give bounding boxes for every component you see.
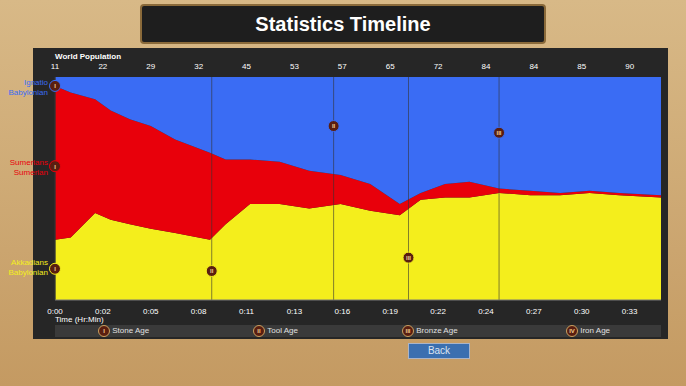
svg-text:84: 84 bbox=[529, 62, 538, 71]
svg-text:84: 84 bbox=[482, 62, 491, 71]
svg-text:0:19: 0:19 bbox=[382, 307, 398, 316]
svg-text:0:24: 0:24 bbox=[478, 307, 494, 316]
svg-text:II: II bbox=[257, 328, 261, 334]
html-text:World Population: World Population bbox=[55, 52, 122, 61]
svg-text:53: 53 bbox=[290, 62, 299, 71]
html-text:Ignatio: Ignatio bbox=[24, 78, 48, 87]
svg-text:I: I bbox=[54, 83, 56, 89]
html-text:Back: Back bbox=[427, 345, 451, 356]
html-text:Sumerian: Sumerian bbox=[13, 168, 48, 177]
svg-text:IV: IV bbox=[569, 328, 575, 334]
svg-text:0:27: 0:27 bbox=[526, 307, 542, 316]
svg-text:0:33: 0:33 bbox=[622, 307, 638, 316]
svg-text:0:13: 0:13 bbox=[287, 307, 303, 316]
svg-text:0:08: 0:08 bbox=[191, 307, 207, 316]
svg-text:0:11: 0:11 bbox=[239, 307, 255, 316]
html-text:Time (Hr:Min): Time (Hr:Min) bbox=[55, 315, 104, 324]
svg-text:I: I bbox=[54, 164, 56, 170]
svg-text:85: 85 bbox=[577, 62, 586, 71]
svg-text:0:02: 0:02 bbox=[95, 307, 111, 316]
svg-text:I: I bbox=[103, 328, 105, 334]
svg-text:90: 90 bbox=[625, 62, 634, 71]
svg-text:II: II bbox=[210, 268, 214, 274]
svg-text:72: 72 bbox=[434, 62, 443, 71]
svg-text:0:16: 0:16 bbox=[335, 307, 351, 316]
svg-text:III: III bbox=[497, 130, 502, 136]
svg-text:57: 57 bbox=[338, 62, 347, 71]
svg-text:32: 32 bbox=[194, 62, 203, 71]
svg-text:III: III bbox=[406, 255, 411, 261]
svg-text:11: 11 bbox=[51, 62, 60, 71]
svg-text:22: 22 bbox=[98, 62, 107, 71]
html-text:Sumerians: Sumerians bbox=[9, 158, 48, 167]
svg-text:II: II bbox=[332, 123, 336, 129]
svg-text:29: 29 bbox=[146, 62, 155, 71]
html-text:Akkadians: Akkadians bbox=[11, 258, 48, 267]
html-text:Babylonian: Babylonian bbox=[8, 268, 48, 277]
html-text:Statistics Timeline: Statistics Timeline bbox=[255, 13, 431, 35]
html-text:Tool Age: Tool Age bbox=[267, 326, 298, 335]
svg-text:0:30: 0:30 bbox=[574, 307, 590, 316]
svg-text:0:22: 0:22 bbox=[430, 307, 446, 316]
svg-text:0:00: 0:00 bbox=[47, 307, 63, 316]
svg-text:65: 65 bbox=[386, 62, 395, 71]
svg-text:45: 45 bbox=[242, 62, 251, 71]
html-text:Babylonian: Babylonian bbox=[8, 88, 48, 97]
svg-text:III: III bbox=[405, 328, 410, 334]
html-text:Iron Age: Iron Age bbox=[580, 326, 610, 335]
svg-text:I: I bbox=[54, 266, 56, 272]
html-text:Stone Age: Stone Age bbox=[112, 326, 150, 335]
svg-text:0:05: 0:05 bbox=[143, 307, 159, 316]
html-text:Bronze Age: Bronze Age bbox=[416, 326, 458, 335]
